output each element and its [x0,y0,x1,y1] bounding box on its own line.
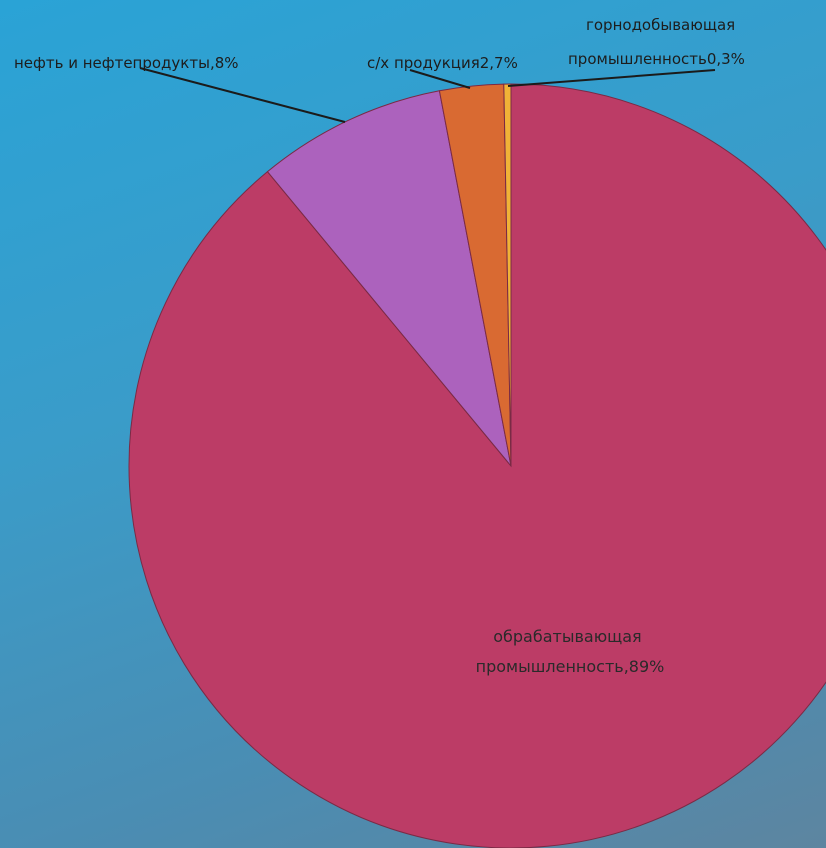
slice-oil [266,90,512,467]
slice-mining [503,83,512,467]
slice-label-manufacturing: обрабатывающая промышленность,89% [476,627,665,676]
slice-label-oil: нефть и нефтепродукты,8% [14,54,239,72]
slice-label-mining: горнодобывающая промышленность0,3% [568,16,745,68]
leader-line-agri [409,69,471,89]
leader-line-oil [139,67,346,123]
slice-manufacturing [128,83,826,848]
slice-label-agri: с/х продукция2,7% [367,54,518,72]
pie-slices [128,83,826,848]
leader-line-mining [507,69,716,87]
